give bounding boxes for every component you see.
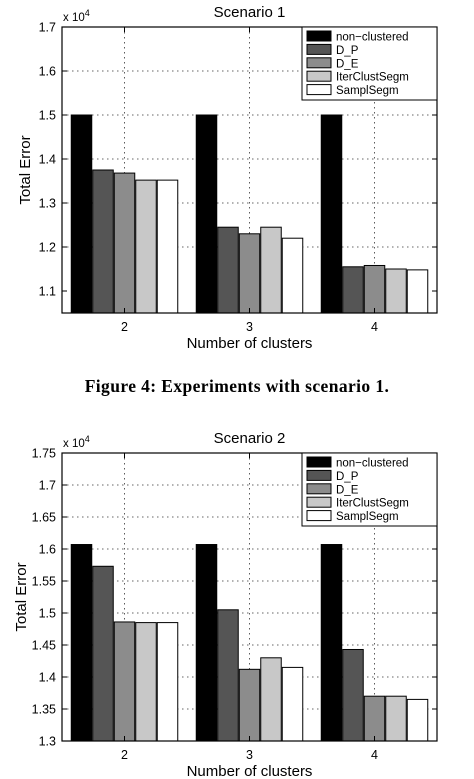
bar xyxy=(385,695,407,742)
bar xyxy=(260,226,282,314)
bar xyxy=(195,114,218,314)
x-tick-label: 4 xyxy=(371,320,378,334)
y-tick-label: 1.7 xyxy=(39,21,56,35)
y-tick-label: 1.55 xyxy=(32,575,56,589)
bar xyxy=(135,179,157,314)
bar xyxy=(70,114,93,314)
bar xyxy=(385,268,407,314)
bar xyxy=(195,544,218,742)
legend-label: D_P xyxy=(336,45,359,57)
legend-label: SamplSegm xyxy=(336,511,399,523)
x-tick-label: 3 xyxy=(246,748,253,762)
bar xyxy=(113,172,136,314)
y-tick-label: 1.3 xyxy=(39,735,56,749)
bar xyxy=(342,648,364,742)
bar xyxy=(363,695,386,742)
bar xyxy=(217,226,239,314)
bar xyxy=(92,565,114,742)
legend-swatch xyxy=(306,30,332,42)
legend-label: IterClustSegm xyxy=(336,498,409,510)
y-axis-label: Total Error xyxy=(17,135,34,204)
bar xyxy=(92,169,114,314)
bar xyxy=(156,179,179,314)
legend-label: SamplSegm xyxy=(336,85,399,97)
x-tick-label: 2 xyxy=(121,320,128,334)
y-tick-label: 1.35 xyxy=(32,703,56,717)
y-axis-label: Total Error xyxy=(13,562,30,631)
bar xyxy=(113,621,136,742)
bar xyxy=(320,114,343,314)
x-tick-label: 4 xyxy=(371,748,378,762)
legend-swatch xyxy=(306,456,332,468)
x-axis-label: Number of clusters xyxy=(187,763,313,779)
y-tick-label: 1.75 xyxy=(32,447,56,461)
y-tick-label: 1.7 xyxy=(39,479,56,493)
legend-label: D_E xyxy=(336,484,359,496)
bar xyxy=(342,266,364,314)
y-tick-label: 1.4 xyxy=(39,671,56,685)
bar xyxy=(363,264,386,314)
y-tick-label: 1.3 xyxy=(39,197,56,211)
y-tick-label: 1.5 xyxy=(39,109,56,123)
y-tick-label: 1.6 xyxy=(39,65,56,79)
bar xyxy=(135,622,157,742)
bar xyxy=(406,269,429,314)
figure-caption: Figure 4: Experiments with scenario 1. xyxy=(84,376,390,396)
legend-swatch xyxy=(306,57,332,69)
legend-label: D_E xyxy=(336,58,359,70)
chart-title: Scenario 2 xyxy=(214,430,286,447)
y-tick-label: 1.65 xyxy=(32,511,56,525)
y-tick-label: 1.6 xyxy=(39,543,56,557)
y-tick-label: 1.1 xyxy=(39,285,56,299)
legend-swatch xyxy=(306,84,332,96)
bar xyxy=(217,609,239,742)
y-tick-label: 1.5 xyxy=(39,607,56,621)
legend-label: non−clustered xyxy=(336,32,409,44)
bar xyxy=(70,544,93,742)
bar xyxy=(260,657,282,742)
bar xyxy=(281,666,304,742)
y-tick-label: 1.4 xyxy=(39,153,56,167)
legend-swatch xyxy=(306,483,332,495)
x-axis-label: Number of clusters xyxy=(187,335,313,352)
bar xyxy=(238,233,261,314)
legend-label: non−clustered xyxy=(336,458,409,470)
legend-label: D_P xyxy=(336,471,359,483)
bar xyxy=(238,668,261,742)
legend-swatch xyxy=(306,496,332,508)
chart-scenario-1: Scenario 1 1.1 1.2 1.3 1.4 1.5 1.6 1.7 2 3 4 x 104 N… xyxy=(17,4,438,352)
chart-title: Scenario 1 xyxy=(214,4,286,21)
legend-swatch xyxy=(306,469,332,481)
y-tick-label: 1.2 xyxy=(39,241,56,255)
x-tick-label: 3 xyxy=(246,320,253,334)
legend-swatch xyxy=(306,510,332,522)
bar xyxy=(320,544,343,742)
chart-scenario-2: Scenario 2 1.3 1.35 1.4 1.45 1.5 1.55 1.6 1.65 1.… xyxy=(13,430,438,779)
legend-swatch xyxy=(306,43,332,55)
y-tick-label: 1.45 xyxy=(32,639,56,653)
x-tick-label: 2 xyxy=(121,748,128,762)
bar xyxy=(406,698,429,742)
y-axis-multiplier: x 104 xyxy=(63,8,90,24)
legend-swatch xyxy=(306,70,332,82)
legend-label: IterClustSegm xyxy=(336,72,409,84)
bar xyxy=(281,237,304,314)
y-axis-multiplier: x 104 xyxy=(63,434,90,450)
bar xyxy=(156,622,179,742)
